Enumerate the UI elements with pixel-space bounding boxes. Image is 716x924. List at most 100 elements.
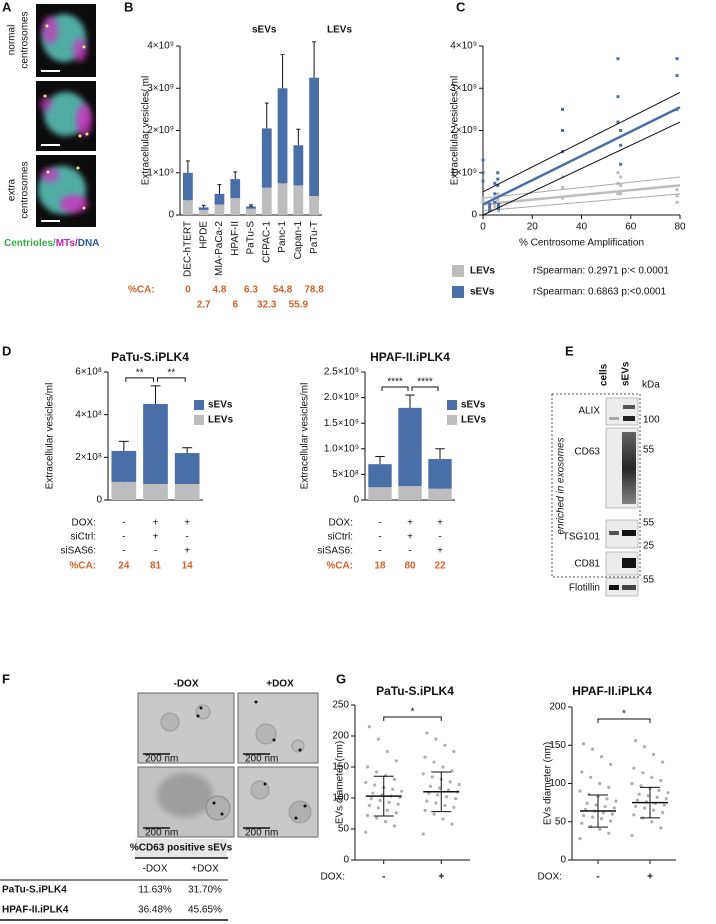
x-tick-label: MIA-PaCa-2 — [214, 221, 225, 276]
dot — [646, 794, 650, 798]
ci-line — [482, 176, 681, 199]
ci-line — [482, 92, 681, 193]
ca-value: 0 — [185, 285, 191, 296]
dot — [661, 810, 665, 815]
ca-value: 55.9 — [289, 300, 309, 311]
y-tick-label: 4×10⁹ — [147, 41, 174, 52]
point — [488, 202, 492, 206]
stain: DNA — [78, 238, 100, 249]
dot — [612, 806, 616, 810]
dot — [600, 755, 604, 759]
dot — [376, 737, 380, 741]
ca-value: 6.3 — [244, 285, 258, 296]
dot — [396, 802, 400, 806]
y-tick-label: 4×10⁹ — [450, 41, 477, 52]
condition-label: siCtrl: — [70, 532, 96, 543]
dot — [365, 765, 370, 769]
bar-segment — [277, 183, 288, 215]
y-tick-label: 250 — [332, 700, 349, 711]
y-tick-label: 50 — [555, 816, 567, 827]
dot — [371, 791, 375, 795]
dot — [652, 808, 656, 812]
dot — [609, 762, 613, 766]
panel-letter: G — [336, 671, 346, 686]
dot — [365, 813, 370, 817]
point — [481, 198, 485, 202]
ca-value: 32.3 — [257, 300, 277, 311]
point — [493, 205, 497, 209]
y-axis-label: Extracellular vesicles/ml — [45, 383, 56, 490]
dot — [385, 808, 389, 813]
point — [616, 120, 620, 124]
column-label: -DOX — [174, 679, 199, 690]
condition-value: + — [184, 546, 190, 557]
condition-value: - — [122, 546, 125, 557]
legend-swatch — [447, 415, 457, 425]
point — [561, 196, 565, 200]
legend-label: sEVs — [470, 287, 495, 298]
dot — [589, 775, 593, 779]
bar-segment — [230, 179, 241, 199]
significance-bracket — [411, 386, 439, 392]
dot — [632, 766, 636, 770]
y-tick-label: 0 — [353, 495, 359, 506]
significance-bracket — [125, 377, 154, 382]
table-cell: 45.65% — [188, 905, 222, 916]
dot — [383, 774, 388, 778]
legend-label: LEVs — [327, 25, 352, 36]
panel-letter: E — [565, 343, 574, 358]
bar-segment — [143, 404, 168, 484]
dot — [392, 824, 397, 828]
stain: Centrioles/ — [4, 238, 56, 249]
dot — [603, 804, 607, 809]
dot — [443, 803, 447, 808]
point — [675, 57, 679, 61]
condition-value: - — [378, 546, 381, 557]
bar-segment — [174, 484, 200, 500]
point — [493, 200, 497, 204]
micrograph — [36, 155, 96, 227]
condition-value: - — [408, 546, 411, 557]
point — [497, 205, 501, 209]
dot — [607, 785, 611, 789]
table-cell: PaTu-S.iPLK4 — [2, 885, 67, 896]
dot — [610, 812, 615, 816]
point — [481, 171, 485, 175]
band-label: TSG101 — [563, 532, 601, 543]
condition-value: + — [184, 518, 190, 529]
dot — [578, 789, 582, 793]
dot — [634, 739, 638, 743]
y-tick-label: 6×10⁸ — [75, 367, 102, 378]
bar-segment — [198, 207, 209, 210]
em-image: 200 nm — [237, 766, 319, 839]
point — [496, 177, 500, 181]
scale-bar-label: 200 nm — [245, 828, 278, 839]
condition-value: - — [438, 532, 441, 543]
condition-value: - — [185, 532, 188, 543]
bar-segment — [214, 193, 225, 205]
bar-segment — [246, 208, 256, 215]
dot — [369, 797, 373, 801]
point — [497, 202, 501, 206]
dot — [425, 799, 429, 803]
significance-bracket — [383, 716, 442, 721]
dot — [452, 805, 456, 809]
fit-line — [482, 106, 681, 206]
bar-segment — [143, 484, 168, 500]
panel-e: E cells sEVs kDa enriched in exosomes AL… — [551, 343, 660, 597]
dot — [598, 781, 602, 786]
ca-value: 78.8 — [304, 285, 324, 296]
dot — [454, 797, 458, 801]
y-tick-label: 2.0×10⁹ — [324, 392, 359, 403]
dot — [434, 801, 438, 805]
ca-value: 6 — [232, 300, 238, 311]
y-axis-label: Extracellular vesicles/ ml — [141, 76, 152, 185]
y-tick-label: 1×10⁹ — [147, 167, 174, 178]
point — [619, 129, 623, 132]
dot — [437, 786, 442, 790]
column-label: +DOX — [266, 679, 294, 690]
y-axis-label: Extracellular vesicles/ ml — [450, 76, 461, 185]
point — [488, 209, 492, 213]
kda-marker: 100 — [643, 415, 660, 426]
